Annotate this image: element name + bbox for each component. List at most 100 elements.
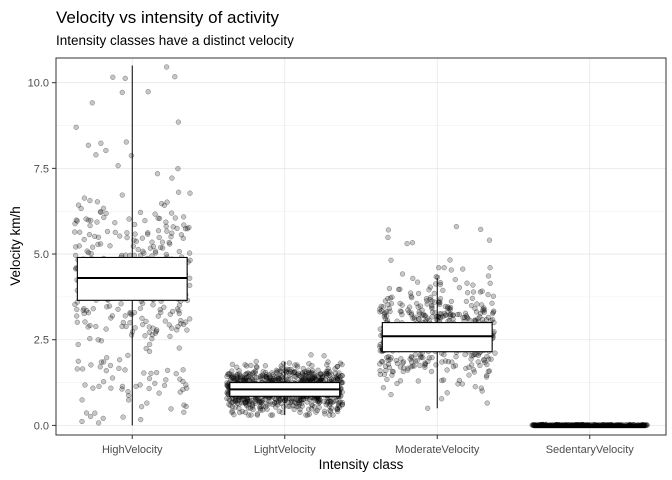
data-point — [437, 299, 443, 306]
data-point — [183, 382, 189, 388]
data-point — [438, 315, 444, 321]
data-point — [328, 405, 335, 411]
data-point — [286, 367, 292, 373]
data-point — [298, 398, 305, 404]
data-point — [89, 244, 96, 250]
data-point — [135, 246, 141, 253]
data-point — [294, 397, 301, 403]
data-point — [472, 384, 478, 390]
data-point — [388, 257, 394, 263]
data-point — [405, 367, 411, 373]
data-point — [87, 197, 93, 204]
data-point — [90, 385, 96, 391]
data-point — [332, 366, 338, 372]
data-point — [302, 369, 308, 375]
data-point — [445, 308, 451, 315]
data-point — [126, 216, 132, 222]
y-axis-label: Velocity km/h — [8, 206, 23, 286]
data-point — [252, 368, 259, 374]
data-point — [172, 74, 178, 80]
data-point — [294, 371, 301, 378]
data-point — [100, 415, 106, 422]
data-point — [328, 376, 335, 383]
data-point — [440, 287, 446, 294]
data-point — [242, 400, 248, 406]
data-point — [442, 303, 448, 310]
data-point — [318, 376, 324, 382]
data-point — [336, 403, 342, 409]
data-point — [448, 267, 454, 273]
data-point — [324, 400, 331, 406]
data-point — [224, 395, 230, 402]
data-point — [229, 361, 236, 368]
data-point — [386, 305, 392, 312]
data-point — [262, 369, 269, 376]
data-point — [260, 369, 266, 375]
data-point — [399, 271, 406, 277]
data-point — [382, 310, 388, 316]
data-point — [252, 398, 258, 404]
data-point — [456, 284, 463, 291]
data-point — [258, 373, 264, 379]
data-point — [112, 229, 118, 236]
data-point — [420, 354, 426, 361]
data-point — [272, 374, 278, 380]
data-point — [167, 333, 173, 340]
data-point — [242, 399, 248, 405]
data-point — [312, 397, 318, 404]
data-point — [89, 100, 95, 106]
data-point — [254, 364, 260, 371]
data-point — [169, 175, 175, 181]
data-point — [133, 238, 140, 244]
data-point — [336, 372, 342, 378]
data-point — [106, 303, 113, 309]
data-point — [380, 385, 387, 391]
data-point — [141, 250, 147, 256]
data-point — [412, 358, 419, 364]
data-point — [335, 401, 342, 407]
data-point — [234, 397, 241, 404]
data-point — [384, 354, 390, 361]
data-point — [338, 377, 344, 384]
data-point — [437, 296, 444, 302]
data-point — [422, 361, 429, 367]
data-point — [242, 375, 248, 381]
data-point — [427, 284, 433, 290]
data-point — [139, 235, 146, 241]
data-point — [424, 301, 430, 307]
data-point — [306, 396, 313, 403]
data-point — [309, 376, 316, 382]
data-point — [318, 371, 324, 377]
data-point — [161, 382, 168, 389]
data-point — [394, 380, 400, 387]
data-point — [246, 371, 253, 377]
data-point — [384, 376, 390, 383]
data-point — [291, 369, 298, 375]
data-point — [447, 312, 453, 318]
data-point — [429, 354, 435, 361]
data-point — [100, 379, 107, 385]
data-point — [139, 315, 145, 321]
data-point — [73, 244, 79, 250]
data-point — [79, 418, 85, 425]
data-point — [273, 396, 279, 402]
data-point — [239, 400, 245, 406]
data-point — [296, 399, 302, 406]
data-point — [260, 403, 266, 409]
data-point — [463, 365, 469, 372]
data-point — [327, 369, 333, 375]
data-point — [181, 402, 187, 408]
data-point — [72, 229, 78, 235]
data-point — [382, 311, 388, 317]
data-point — [110, 74, 116, 80]
data-point — [120, 414, 126, 420]
x-tick-label: HighVelocity — [102, 444, 163, 456]
data-point — [243, 375, 250, 381]
data-point — [187, 257, 193, 263]
data-point — [103, 368, 109, 374]
data-point — [270, 401, 276, 408]
data-point — [475, 359, 481, 365]
data-point — [234, 372, 241, 378]
data-point — [447, 305, 453, 312]
data-point — [308, 352, 314, 358]
